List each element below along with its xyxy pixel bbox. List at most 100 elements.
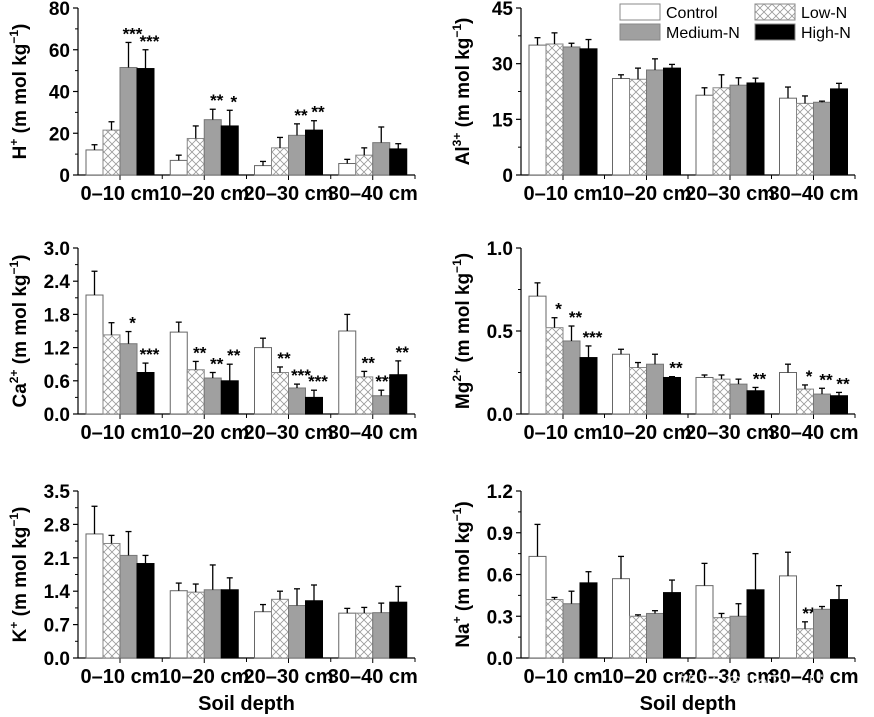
significance-label: *** <box>123 24 143 43</box>
bar-high-n <box>389 148 408 176</box>
y-tick-label: 0.6 <box>487 566 513 587</box>
bar-high-n <box>663 592 681 659</box>
bar-low-n <box>271 598 289 659</box>
x-tick-label: 0–10 cm <box>524 183 603 205</box>
x-tick-label: 0–10 cm <box>524 422 603 444</box>
bar-high-n <box>305 129 323 176</box>
legend-swatch-control <box>619 3 661 21</box>
bar-control <box>779 575 797 659</box>
bar-high-n <box>305 396 323 415</box>
bar-control <box>85 533 104 659</box>
bar-low-n <box>712 87 731 176</box>
bar-low-n <box>796 102 814 176</box>
bar-low-n <box>629 78 647 176</box>
x-tick-label: 10–20 cm <box>159 183 249 205</box>
significance-label: ** <box>311 103 325 122</box>
bar-control <box>85 294 104 415</box>
panel-ca: 0.0 0.6 1.2 1.8 2.4 3.0 Ca2+ (m mol kg−1) 0–10 … <box>7 239 418 444</box>
y-tick-label: 0.7 <box>44 616 70 637</box>
y-tick-label: 0.0 <box>487 649 513 670</box>
legend-label: Control <box>666 5 718 22</box>
x-tick-label: 10–20 cm <box>601 666 691 688</box>
y-tick-label: 1.8 <box>44 305 70 326</box>
bar-high-n <box>220 589 239 659</box>
bar-high-n <box>136 563 155 659</box>
bar-medium-n <box>813 608 831 659</box>
bar-control <box>338 330 357 415</box>
y-tick-label: 0.0 <box>44 649 70 670</box>
significance-label: ** <box>802 604 816 623</box>
x-tick-label: 0–10 cm <box>81 183 160 205</box>
y-axis-label: Mg2+ (m mol kg−1) <box>450 253 474 409</box>
y-axis-label: Al3+ (m mol kg−1) <box>450 18 474 166</box>
significance-label: * <box>230 92 237 111</box>
panel-k: 0.0 0.7 1.4 2.1 2.8 3.5 K+ (m mol kg−1) 0–10 cm… <box>7 482 418 715</box>
bar-high-n <box>220 380 239 415</box>
x-tick-label: 20–30 cm <box>243 422 333 444</box>
y-tick-label: 60 <box>49 41 70 62</box>
bar-medium-n <box>646 363 664 415</box>
bar-high-n <box>389 374 408 415</box>
x-tick-label: 30–40 cm <box>768 666 858 688</box>
legend-swatch-medium-n <box>619 23 661 41</box>
x-tick-label: 20–30 cm <box>685 666 775 688</box>
bar-medium-n <box>729 383 748 415</box>
significance-label: ** <box>669 359 683 378</box>
bar-control <box>695 94 714 176</box>
y-axis-label: K+ (m mol kg−1) <box>7 507 31 643</box>
x-tick-label: 10–20 cm <box>159 422 249 444</box>
bar-medium-n <box>372 395 391 415</box>
bar-low-n <box>545 43 564 176</box>
x-tick-label: 30–40 cm <box>328 183 418 205</box>
y-tick-label: 30 <box>492 55 513 76</box>
bar-medium-n <box>119 343 138 415</box>
y-tick-label: 2.1 <box>44 549 71 570</box>
bar-medium-n <box>203 119 222 176</box>
bar-low-n <box>271 147 289 176</box>
bar-high-n <box>830 395 848 415</box>
significance-label: ** <box>277 349 291 368</box>
bar-control <box>528 295 547 415</box>
bar-high-n <box>663 67 681 176</box>
x-tick-label: 20–30 cm <box>685 422 775 444</box>
bar-low-n <box>102 129 121 176</box>
bar-medium-n <box>729 615 748 659</box>
bar-medium-n <box>288 605 306 659</box>
significance-label: *** <box>140 345 160 364</box>
y-tick-label: 2.4 <box>44 272 71 293</box>
significance-label: ** <box>193 343 207 362</box>
bar-high-n <box>389 601 408 659</box>
significance-label: *** <box>308 372 328 391</box>
x-tick-label: 0–10 cm <box>81 666 160 688</box>
panel-na: 0.0 0.3 0.6 0.9 1.2 Na+ (m mol kg−1) 0–10 cm10… <box>450 482 859 715</box>
bar-control <box>85 149 104 176</box>
significance-label: *** <box>291 366 311 385</box>
bar-low-n <box>355 376 374 415</box>
significance-label: ** <box>210 91 224 110</box>
x-tick-label: 30–40 cm <box>768 422 858 444</box>
x-tick-label: 10–20 cm <box>601 183 691 205</box>
y-axis-label: Na+ (m mol kg−1) <box>450 501 474 647</box>
bar-low-n <box>271 372 289 415</box>
bar-medium-n <box>813 101 831 176</box>
bar-medium-n <box>288 134 306 176</box>
legend-label: Low-N <box>801 5 847 22</box>
x-axis-label: Soil depth <box>198 693 295 715</box>
x-tick-label: 20–30 cm <box>243 666 333 688</box>
bar-low-n <box>186 369 205 415</box>
bar-low-n <box>629 615 647 659</box>
bar-low-n <box>186 137 205 176</box>
y-tick-label: 45 <box>492 0 514 20</box>
significance-label: ** <box>210 355 224 374</box>
legend-swatch-low-n <box>754 3 796 21</box>
significance-label: ** <box>569 308 583 327</box>
x-tick-label: 20–30 cm <box>243 183 333 205</box>
y-tick-label: 3.5 <box>44 482 71 503</box>
bar-control <box>528 44 547 176</box>
bar-medium-n <box>646 69 664 176</box>
bar-high-n <box>579 48 598 176</box>
y-axis-label: Ca2+ (m mol kg−1) <box>7 254 31 407</box>
bar-high-n <box>220 125 239 176</box>
